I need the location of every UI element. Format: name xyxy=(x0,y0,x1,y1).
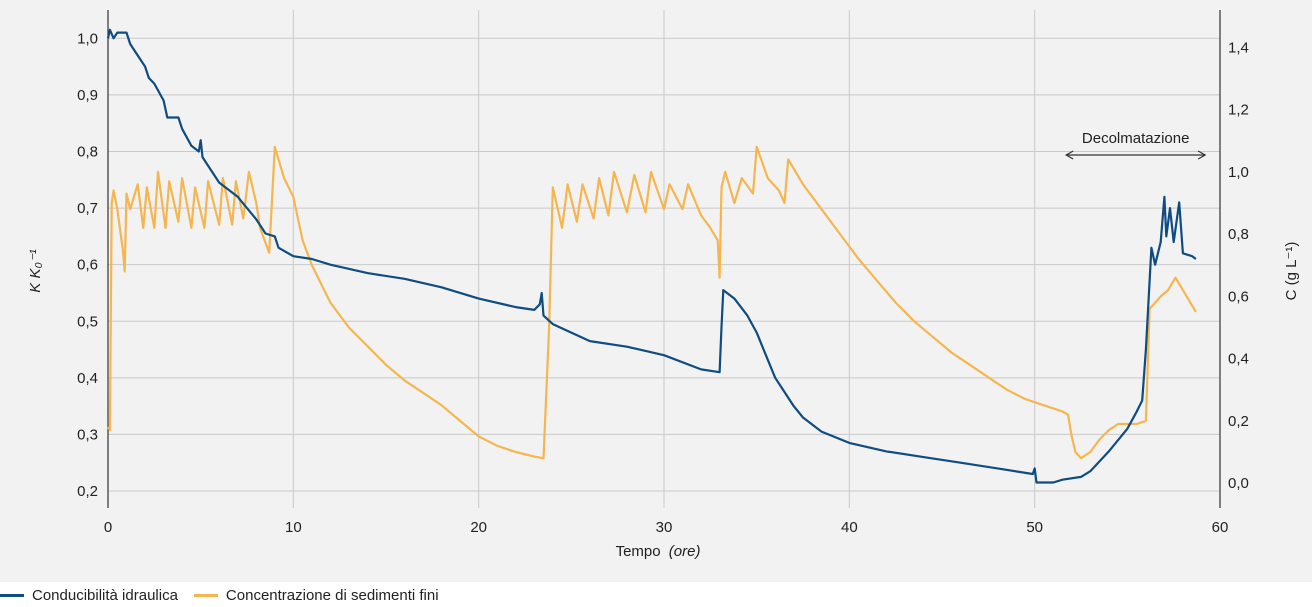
annotation-arrowhead-left xyxy=(1064,150,1074,160)
y-left-tick-label: 0,3 xyxy=(77,426,98,443)
y-left-tick-label: 0,2 xyxy=(77,483,98,500)
x-tick-label: 20 xyxy=(470,519,487,536)
y-left-tick-label: 1,0 xyxy=(77,30,98,47)
y-left-tick-label: 0,6 xyxy=(77,257,98,274)
series-line-concentrazione xyxy=(107,145,1197,460)
legend-item-concentrazione: Concentrazione di sedimenti fini xyxy=(193,586,439,604)
x-axis-label-unit: (ore) xyxy=(669,543,701,560)
legend-label-concentrazione: Concentrazione di sedimenti fini xyxy=(225,586,439,604)
annotation-decolmatazione: Decolmatazione xyxy=(1064,130,1207,160)
y-right-tick-label: 0,4 xyxy=(1228,351,1249,368)
legend-swatch-blue xyxy=(0,593,24,597)
y-right-tick-label: 0,0 xyxy=(1228,475,1249,492)
chart-panel xyxy=(0,0,1312,582)
tick-labels: 0,2 0,3 0,4 0,5 0,6 0,7 0,8 0,9 1,0 0 10 20 30 40 50 60… xyxy=(77,30,1249,536)
x-tick-label: 0 xyxy=(104,519,112,536)
x-tick-label: 60 xyxy=(1212,519,1229,536)
y-left-tick-label: 0,8 xyxy=(77,143,98,160)
annotation-arrowhead-right xyxy=(1197,150,1207,160)
x-tick-label: 10 xyxy=(285,519,302,536)
annotation-label: Decolmatazione xyxy=(1082,130,1190,147)
y-right-tick-label: 0,2 xyxy=(1228,413,1249,430)
y-left-tick-label: 0,5 xyxy=(77,313,98,330)
y-right-tick-label: 0,6 xyxy=(1228,288,1249,305)
x-tick-label: 30 xyxy=(656,519,673,536)
x-tick-label: 40 xyxy=(841,519,858,536)
y-right-tick-label: 1,2 xyxy=(1228,102,1249,119)
legend-swatch-orange xyxy=(193,593,218,597)
line-chart: 0,2 0,3 0,4 0,5 0,6 0,7 0,8 0,9 1,0 0 10 20 30 40 50 60… xyxy=(27,10,1300,560)
legend: Conducibilità idraulica Concentrazione d… xyxy=(0,583,1312,607)
legend-item-conducibilita: Conducibilità idraulica xyxy=(0,587,178,604)
y-right-axis-label: C (g L⁻¹) xyxy=(1283,242,1300,301)
series-lines xyxy=(106,28,1197,484)
grid xyxy=(107,10,1221,508)
y-left-tick-label: 0,9 xyxy=(77,87,98,104)
y-right-tick-label: 1,0 xyxy=(1228,164,1249,181)
x-axis-label-text: Tempo xyxy=(616,543,661,560)
series-line-conducibilita xyxy=(106,28,1197,484)
x-axis-label: Tempo (ore) xyxy=(616,543,701,560)
y-right-tick-label: 1,4 xyxy=(1228,39,1249,56)
y-left-tick-label: 0,4 xyxy=(77,370,98,387)
x-tick-label: 50 xyxy=(1026,519,1043,536)
y-right-tick-label: 0,8 xyxy=(1228,226,1249,243)
y-left-axis-label: K K₀⁻¹ xyxy=(27,249,44,292)
legend-label-conducibilita: Conducibilità idraulica xyxy=(32,586,178,604)
y-left-tick-label: 0,7 xyxy=(77,200,98,217)
